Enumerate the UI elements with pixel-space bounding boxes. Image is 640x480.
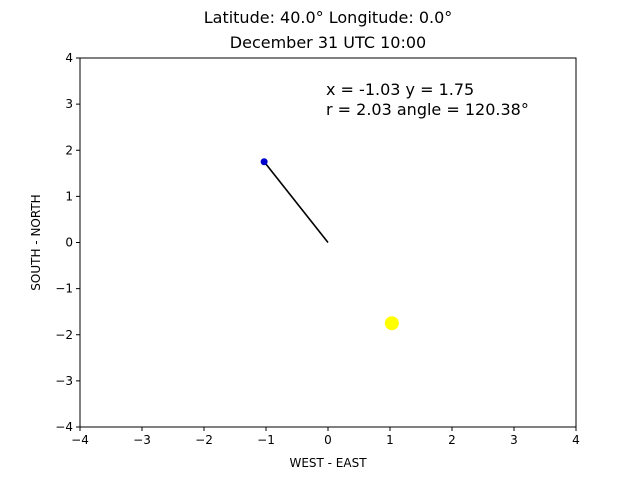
annotation-text: r = 2.03 angle = 120.38° xyxy=(326,100,529,119)
x-tick-label: −1 xyxy=(257,433,275,447)
chart-title: Latitude: 40.0° Longitude: 0.0° xyxy=(203,8,453,27)
y-tick-label: −3 xyxy=(55,374,73,388)
x-tick-label: 0 xyxy=(324,433,332,447)
x-tick-label: 2 xyxy=(448,433,456,447)
annotation-text: x = -1.03 y = 1.75 xyxy=(326,80,474,99)
x-tick-label: 3 xyxy=(510,433,518,447)
y-tick-label: 0 xyxy=(65,236,73,250)
y-tick-label: 2 xyxy=(65,143,73,157)
x-tick-label: −2 xyxy=(195,433,213,447)
x-tick-label: 4 xyxy=(572,433,580,447)
y-tick-label: 4 xyxy=(65,51,73,65)
chart-subtitle: December 31 UTC 10:00 xyxy=(229,33,427,52)
x-tick-label: −3 xyxy=(133,433,151,447)
y-tick-label: −4 xyxy=(55,420,73,434)
vector-line xyxy=(263,161,329,243)
y-tick-label: 1 xyxy=(65,189,73,203)
y-tick-label: 3 xyxy=(65,97,73,111)
x-tick-label: −4 xyxy=(71,433,89,447)
sun-marker xyxy=(384,316,399,331)
y-axis-label: SOUTH - NORTH xyxy=(29,194,43,290)
y-tick-label: −2 xyxy=(55,328,73,342)
position-point xyxy=(260,158,268,166)
x-tick-label: 1 xyxy=(386,433,394,447)
y-tick-label: −1 xyxy=(55,282,73,296)
x-axis-label: WEST - EAST xyxy=(289,456,367,470)
